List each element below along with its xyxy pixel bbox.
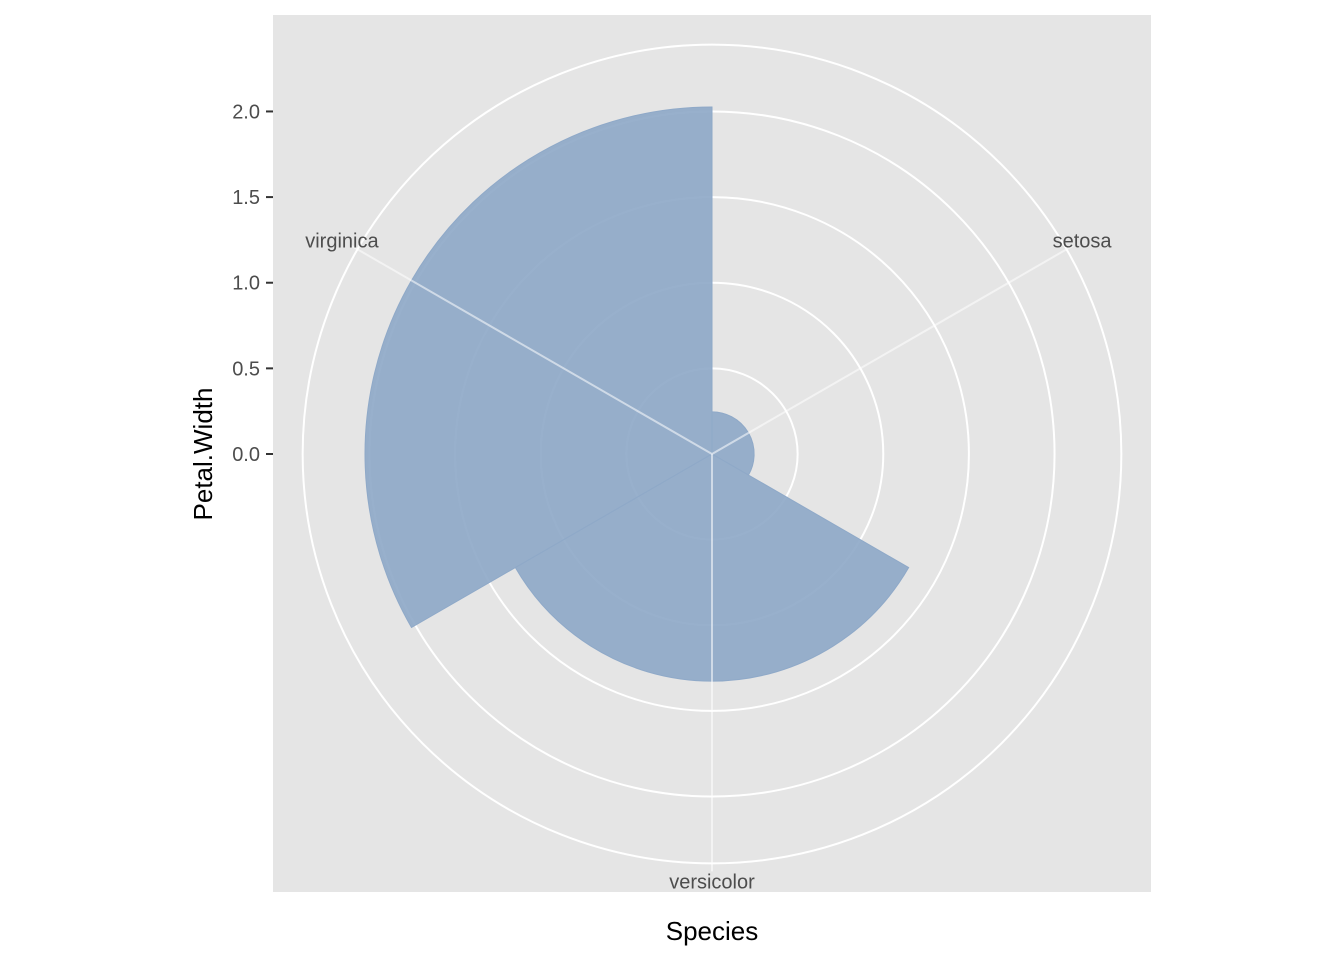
y-tick-label: 1.5 — [232, 187, 260, 209]
category-label: virginica — [305, 230, 379, 252]
spoke-setosa — [711, 244, 1074, 455]
category-label: setosa — [1053, 230, 1113, 252]
y-tick-label: 0.0 — [232, 444, 260, 466]
y-axis: 0.0 0.5 1.0 1.5 2.0 — [232, 101, 273, 466]
spoke-virginica — [350, 244, 713, 455]
x-axis-title: Species — [666, 916, 759, 946]
spokes — [350, 244, 1074, 872]
y-tick-label: 0.5 — [232, 358, 260, 380]
y-tick-label: 2.0 — [232, 101, 260, 123]
category-labels: setosa versicolor virginica — [305, 230, 1112, 893]
y-tick-label: 1.0 — [232, 273, 260, 295]
y-axis-title: Petal.Width — [188, 388, 218, 521]
category-label: versicolor — [669, 871, 755, 893]
